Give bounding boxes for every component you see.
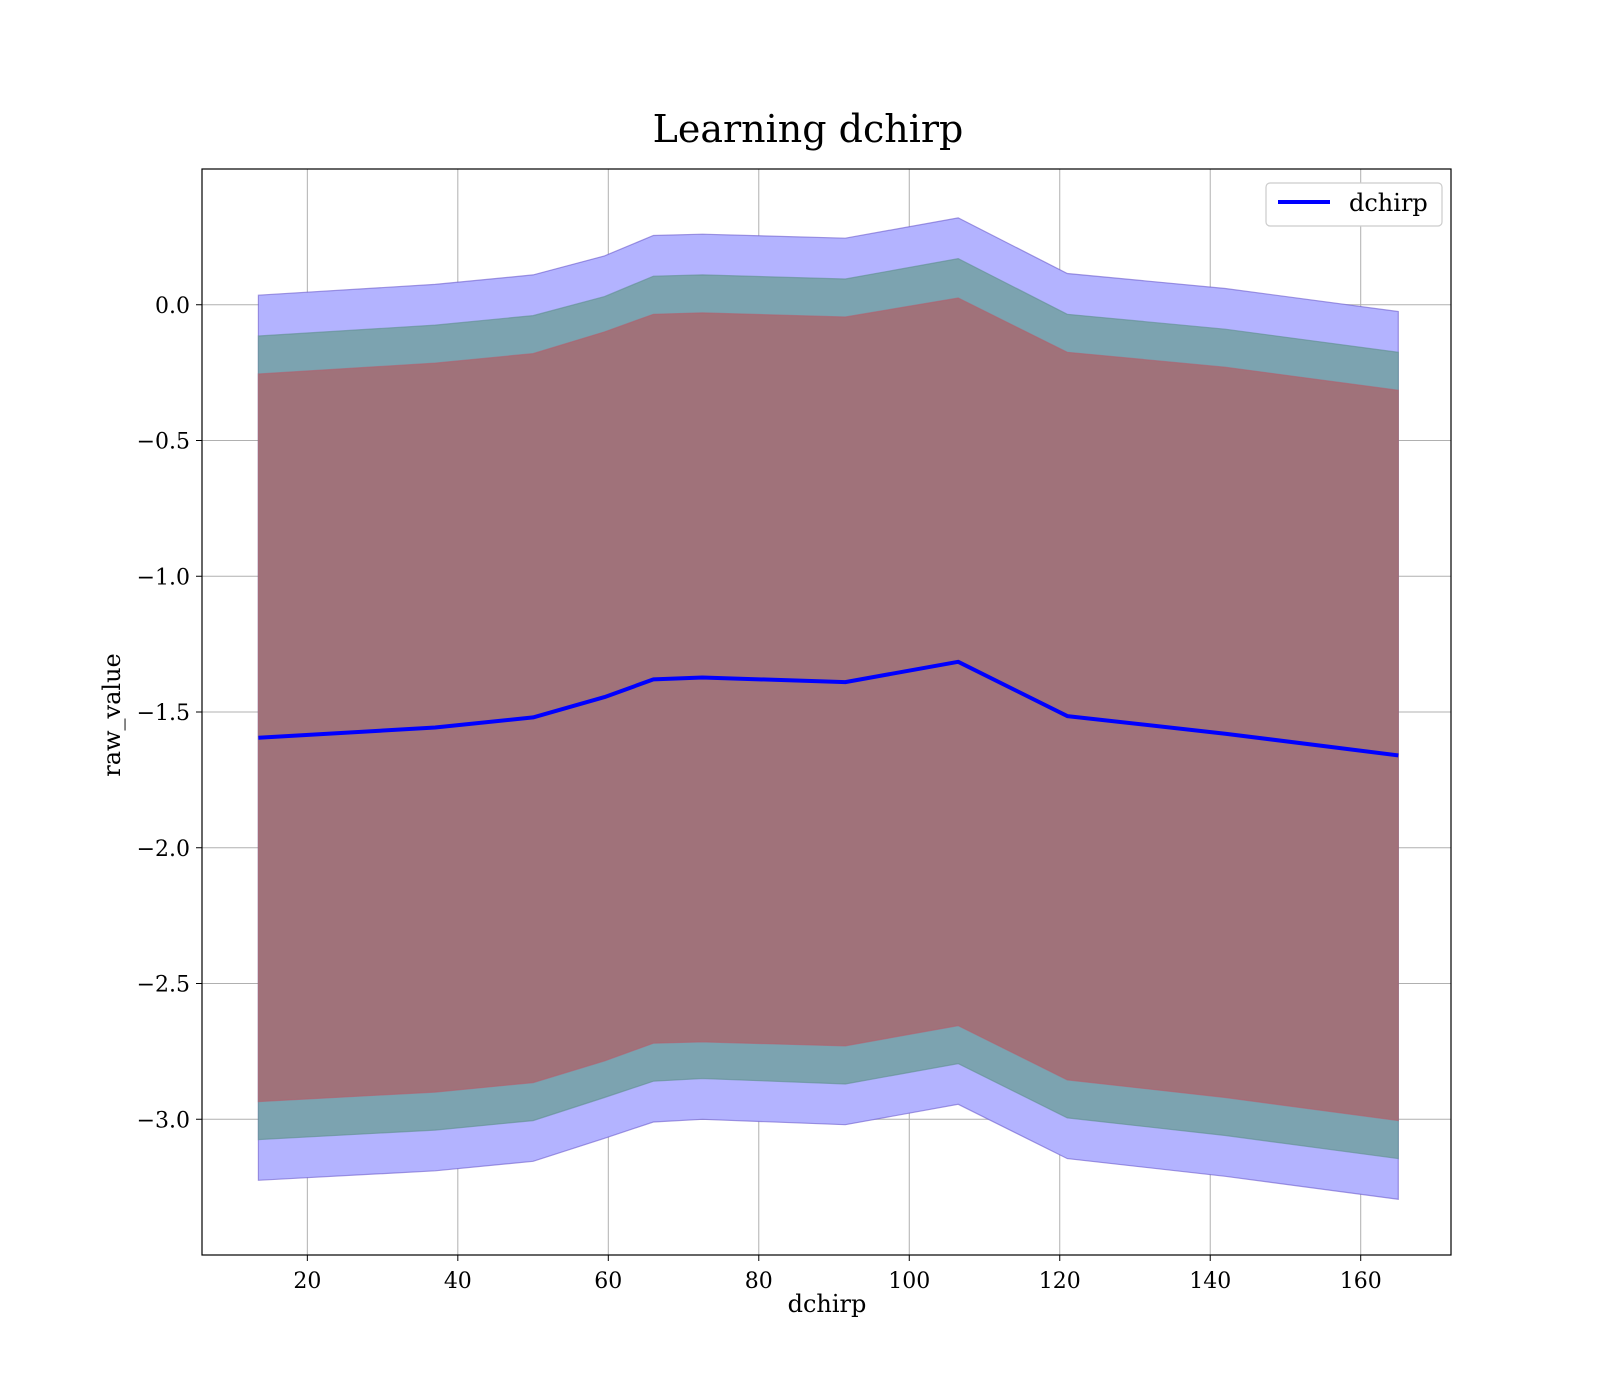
y-tick-label: −3.0 [137,1108,190,1133]
y-tick-label: −0.5 [137,430,190,455]
confidence-bands [257,217,1399,1200]
y-tick-label: −1.0 [137,565,190,590]
x-tick-label: 60 [594,1269,622,1294]
x-axis-ticks: 20 40 60 80 100 120 140 160 [293,1255,1382,1294]
x-tick-label: 100 [888,1269,930,1294]
x-axis-label: dchirp [788,1290,867,1318]
x-tick-label: 120 [1039,1269,1081,1294]
x-tick-label: 20 [293,1269,321,1294]
confidence-band-3 [257,297,1399,1122]
y-tick-label: 0.0 [155,294,190,319]
x-tick-label: 160 [1340,1269,1382,1294]
plot-area [201,168,1452,1256]
y-tick-label: −1.5 [137,701,190,726]
x-tick-label: 40 [444,1269,472,1294]
legend-entry-dchirp: dchirp [1349,189,1428,217]
y-tick-label: −2.0 [137,837,190,862]
y-axis-ticks: 0.0 −0.5 −1.0 −1.5 −2.0 −2.5 −3.0 [137,294,202,1133]
legend-box [1265,182,1443,227]
x-tick-label: 80 [745,1269,773,1294]
chart-title: Learning dchirp [653,107,964,151]
legend: dchirp [1265,182,1443,227]
y-axis-label: raw_value [98,653,126,777]
y-tick-label: −2.5 [137,973,190,998]
series-lines [258,659,1399,758]
x-tick-label: 140 [1189,1269,1231,1294]
series-line-dchirp [258,659,1399,758]
